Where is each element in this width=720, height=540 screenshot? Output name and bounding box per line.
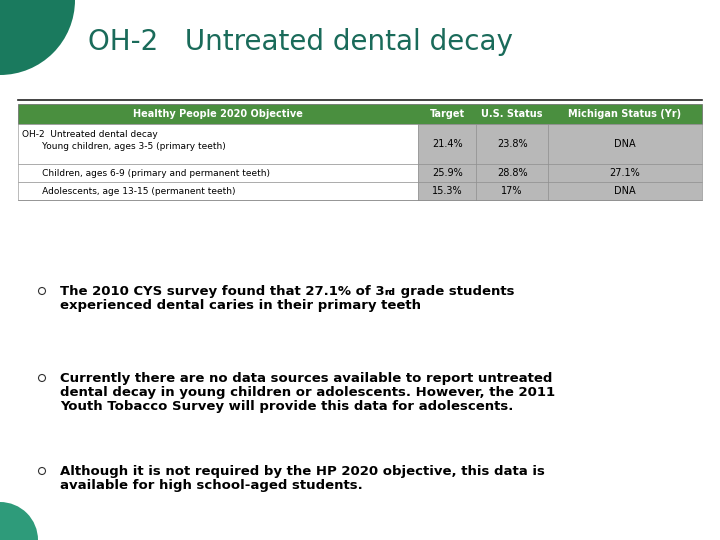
Wedge shape — [0, 502, 38, 540]
Text: Adolescents, age 13-15 (permanent teeth): Adolescents, age 13-15 (permanent teeth) — [22, 186, 235, 195]
Text: Currently there are no data sources available to report untreated: Currently there are no data sources avai… — [60, 372, 552, 385]
Bar — [18, 164, 418, 182]
Text: Youth Tobacco Survey will provide this data for adolescents.: Youth Tobacco Survey will provide this d… — [60, 400, 513, 413]
Text: Although it is not required by the HP 2020 objective, this data is: Although it is not required by the HP 20… — [60, 465, 545, 478]
Text: 23.8%: 23.8% — [497, 139, 528, 149]
Text: 27.1%: 27.1% — [610, 168, 640, 178]
Text: rd: rd — [384, 288, 395, 297]
Text: experienced dental caries in their primary teeth: experienced dental caries in their prima… — [60, 299, 421, 312]
Bar — [418, 124, 477, 164]
Text: 25.9%: 25.9% — [432, 168, 462, 178]
Bar — [477, 164, 548, 182]
Text: The 2010 CYS survey found that 27.1% of 3: The 2010 CYS survey found that 27.1% of … — [60, 285, 384, 298]
Wedge shape — [0, 0, 75, 75]
Bar — [548, 124, 702, 164]
Bar — [548, 182, 702, 200]
Bar — [18, 124, 418, 164]
Text: OH-2   Untreated dental decay: OH-2 Untreated dental decay — [88, 28, 513, 56]
Text: 15.3%: 15.3% — [432, 186, 462, 196]
Bar — [18, 182, 418, 200]
Text: OH-2  Untreated dental decay: OH-2 Untreated dental decay — [22, 130, 158, 139]
Bar — [548, 164, 702, 182]
Circle shape — [38, 468, 45, 475]
Text: 21.4%: 21.4% — [432, 139, 462, 149]
Text: Target: Target — [430, 109, 465, 119]
Bar — [477, 182, 548, 200]
Text: 17%: 17% — [501, 186, 523, 196]
Bar — [418, 164, 477, 182]
Text: Healthy People 2020 Objective: Healthy People 2020 Objective — [133, 109, 303, 119]
Circle shape — [38, 375, 45, 381]
Bar — [418, 182, 477, 200]
Text: rd: rd — [384, 288, 395, 297]
Bar — [477, 124, 548, 164]
Text: dental decay in young children or adolescents. However, the 2011: dental decay in young children or adoles… — [60, 386, 555, 399]
Text: 28.8%: 28.8% — [497, 168, 528, 178]
Text: Young children, ages 3-5 (primary teeth): Young children, ages 3-5 (primary teeth) — [22, 142, 226, 151]
Text: Children, ages 6-9 (primary and permanent teeth): Children, ages 6-9 (primary and permanen… — [22, 168, 270, 178]
Text: available for high school-aged students.: available for high school-aged students. — [60, 479, 363, 492]
Text: Michigan Status (Yr): Michigan Status (Yr) — [569, 109, 682, 119]
Text: grade students: grade students — [395, 285, 514, 298]
Text: U.S. Status: U.S. Status — [482, 109, 543, 119]
Text: DNA: DNA — [614, 139, 636, 149]
Circle shape — [38, 287, 45, 294]
Text: DNA: DNA — [614, 186, 636, 196]
Bar — [18, 104, 702, 124]
